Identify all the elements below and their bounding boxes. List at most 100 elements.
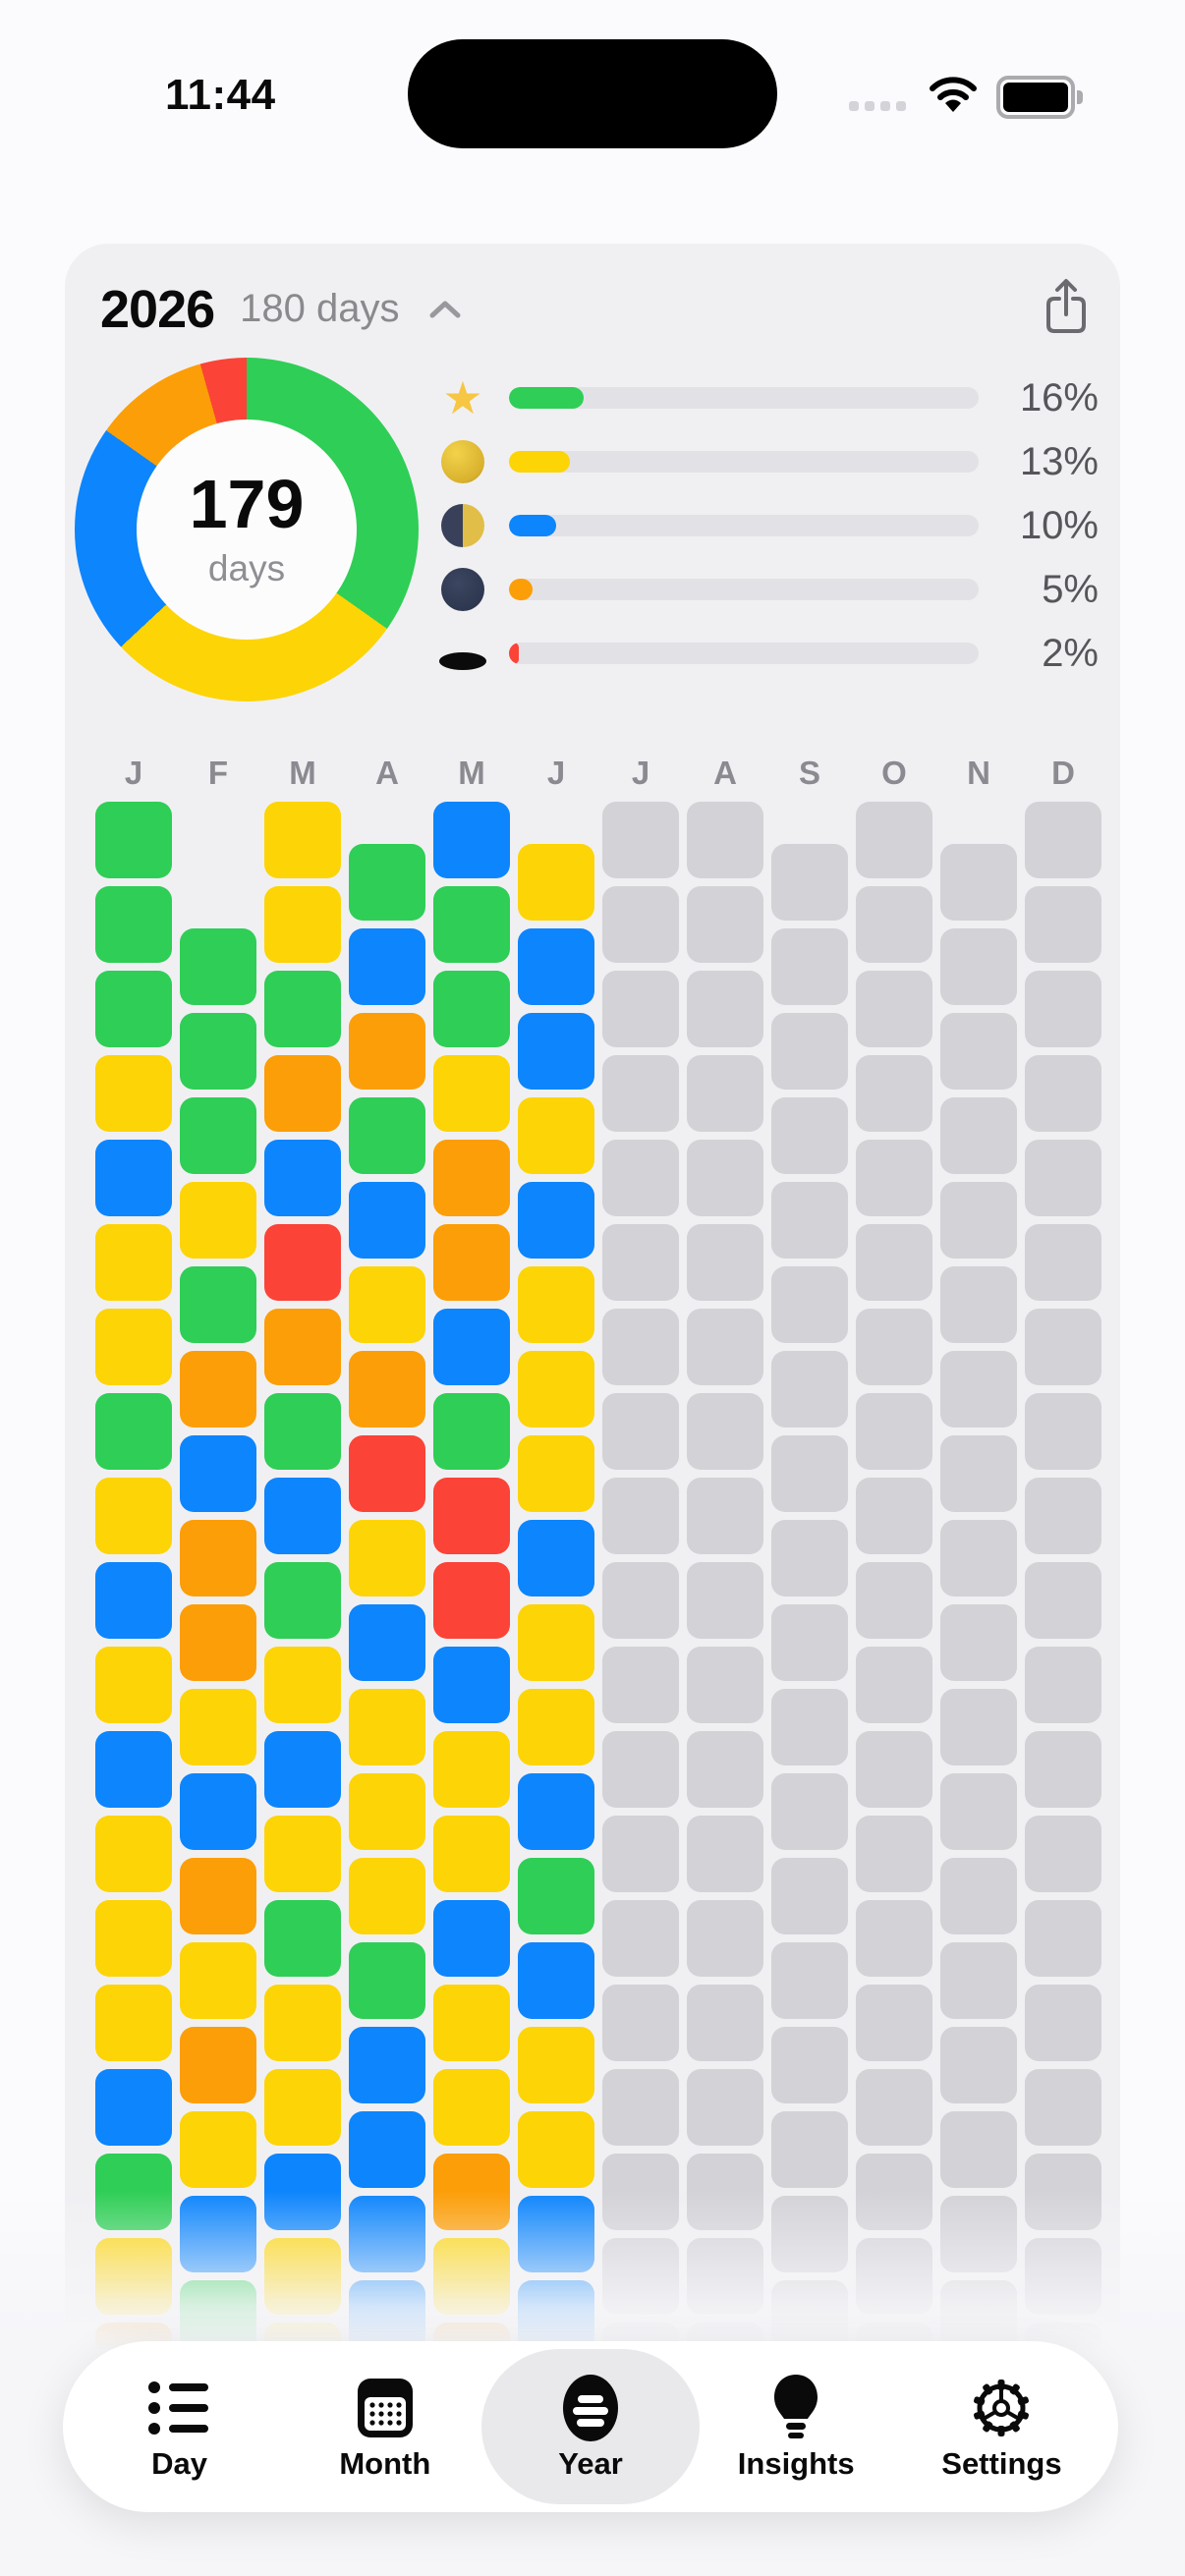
- day-cell[interactable]: [433, 1478, 510, 1554]
- day-cell[interactable]: [433, 1309, 510, 1385]
- day-cell[interactable]: [602, 1816, 679, 1892]
- day-cell[interactable]: [349, 1942, 425, 2019]
- day-cell[interactable]: [1025, 1140, 1101, 1216]
- day-cell[interactable]: [95, 802, 172, 878]
- day-cell[interactable]: [264, 971, 341, 1047]
- day-cell[interactable]: [940, 1351, 1017, 1428]
- day-cell[interactable]: [602, 1647, 679, 1723]
- day-cell[interactable]: [349, 1858, 425, 1934]
- share-icon[interactable]: [1044, 277, 1089, 341]
- day-cell[interactable]: [264, 1900, 341, 1977]
- day-cell[interactable]: [1025, 1647, 1101, 1723]
- day-cell[interactable]: [1025, 1816, 1101, 1892]
- day-cell[interactable]: [180, 2027, 256, 2103]
- day-cell[interactable]: [518, 2111, 594, 2188]
- day-cell[interactable]: [180, 1858, 256, 1934]
- day-cell[interactable]: [433, 2069, 510, 2146]
- day-cell[interactable]: [180, 2111, 256, 2188]
- day-cell[interactable]: [433, 1731, 510, 1808]
- day-cell[interactable]: [771, 1013, 848, 1090]
- day-cell[interactable]: [264, 1562, 341, 1639]
- day-cell[interactable]: [433, 1900, 510, 1977]
- day-cell[interactable]: [687, 971, 763, 1047]
- day-cell[interactable]: [602, 802, 679, 878]
- day-cell[interactable]: [940, 1689, 1017, 1765]
- day-cell[interactable]: [1025, 1985, 1101, 2061]
- day-cell[interactable]: [940, 1773, 1017, 1850]
- day-cell[interactable]: [264, 2069, 341, 2146]
- day-cell[interactable]: [687, 1900, 763, 1977]
- day-cell[interactable]: [602, 1309, 679, 1385]
- day-cell[interactable]: [940, 1435, 1017, 1512]
- day-cell[interactable]: [95, 1816, 172, 1892]
- day-cell[interactable]: [95, 1309, 172, 1385]
- day-cell[interactable]: [180, 1097, 256, 1174]
- day-cell[interactable]: [433, 1647, 510, 1723]
- day-cell[interactable]: [180, 1942, 256, 2019]
- day-cell[interactable]: [940, 1097, 1017, 1174]
- day-cell[interactable]: [264, 1478, 341, 1554]
- day-cell[interactable]: [518, 1435, 594, 1512]
- day-cell[interactable]: [687, 886, 763, 963]
- day-cell[interactable]: [771, 928, 848, 1005]
- day-cell[interactable]: [940, 1013, 1017, 1090]
- day-cell[interactable]: [95, 1731, 172, 1808]
- day-cell[interactable]: [856, 1731, 932, 1808]
- day-cell[interactable]: [95, 1900, 172, 1977]
- day-cell[interactable]: [1025, 2069, 1101, 2146]
- day-cell[interactable]: [856, 1900, 932, 1977]
- day-cell[interactable]: [349, 928, 425, 1005]
- tab-insights[interactable]: Insights: [694, 2341, 899, 2512]
- day-cell[interactable]: [1025, 1224, 1101, 1301]
- day-cell[interactable]: [602, 1478, 679, 1554]
- day-cell[interactable]: [602, 1562, 679, 1639]
- day-cell[interactable]: [771, 1520, 848, 1596]
- day-cell[interactable]: [518, 1858, 594, 1934]
- day-cell[interactable]: [95, 1393, 172, 1470]
- day-cell[interactable]: [433, 1985, 510, 2061]
- day-cell[interactable]: [771, 1773, 848, 1850]
- day-cell[interactable]: [771, 1351, 848, 1428]
- day-cell[interactable]: [602, 1985, 679, 2061]
- day-cell[interactable]: [940, 2027, 1017, 2103]
- day-cell[interactable]: [1025, 886, 1101, 963]
- day-cell[interactable]: [1025, 1309, 1101, 1385]
- day-cell[interactable]: [95, 1140, 172, 1216]
- day-cell[interactable]: [349, 1520, 425, 1596]
- tab-settings[interactable]: Settings: [899, 2341, 1104, 2512]
- day-cell[interactable]: [264, 802, 341, 878]
- day-cell[interactable]: [180, 1351, 256, 1428]
- day-cell[interactable]: [180, 928, 256, 1005]
- day-cell[interactable]: [433, 1055, 510, 1132]
- tab-month[interactable]: Month: [282, 2341, 487, 2512]
- day-cell[interactable]: [856, 1393, 932, 1470]
- day-cell[interactable]: [687, 1309, 763, 1385]
- day-cell[interactable]: [264, 1055, 341, 1132]
- day-cell[interactable]: [349, 1773, 425, 1850]
- day-cell[interactable]: [518, 1689, 594, 1765]
- day-cell[interactable]: [518, 1013, 594, 1090]
- day-cell[interactable]: [95, 1055, 172, 1132]
- day-cell[interactable]: [180, 1266, 256, 1343]
- day-cell[interactable]: [518, 2027, 594, 2103]
- day-cell[interactable]: [264, 886, 341, 963]
- day-cell[interactable]: [602, 886, 679, 963]
- day-cell[interactable]: [95, 1224, 172, 1301]
- day-cell[interactable]: [349, 1435, 425, 1512]
- day-cell[interactable]: [856, 971, 932, 1047]
- day-cell[interactable]: [856, 802, 932, 878]
- day-cell[interactable]: [264, 1140, 341, 1216]
- day-cell[interactable]: [771, 2111, 848, 2188]
- day-cell[interactable]: [771, 1689, 848, 1765]
- day-cell[interactable]: [856, 1055, 932, 1132]
- day-cell[interactable]: [518, 1351, 594, 1428]
- day-cell[interactable]: [180, 1013, 256, 1090]
- day-cell[interactable]: [856, 886, 932, 963]
- day-cell[interactable]: [433, 971, 510, 1047]
- day-cell[interactable]: [349, 844, 425, 921]
- day-cell[interactable]: [518, 1266, 594, 1343]
- day-cell[interactable]: [687, 1055, 763, 1132]
- day-cell[interactable]: [349, 1182, 425, 1259]
- day-cell[interactable]: [349, 1351, 425, 1428]
- day-cell[interactable]: [856, 1562, 932, 1639]
